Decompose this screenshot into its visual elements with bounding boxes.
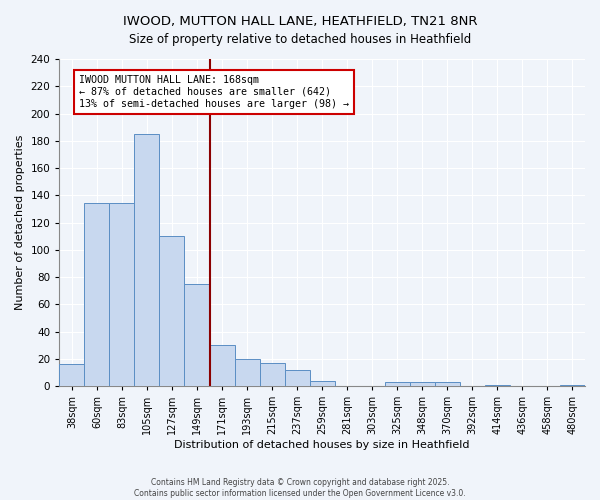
Bar — [435, 382, 460, 386]
Bar — [284, 370, 310, 386]
Bar — [109, 204, 134, 386]
Text: IWOOD MUTTON HALL LANE: 168sqm
← 87% of detached houses are smaller (642)
13% of: IWOOD MUTTON HALL LANE: 168sqm ← 87% of … — [79, 76, 349, 108]
Bar — [310, 380, 335, 386]
Bar — [560, 384, 585, 386]
Bar — [59, 364, 85, 386]
Bar — [485, 384, 510, 386]
Bar — [160, 236, 184, 386]
Bar — [260, 363, 284, 386]
Y-axis label: Number of detached properties: Number of detached properties — [15, 135, 25, 310]
Text: Contains HM Land Registry data © Crown copyright and database right 2025.
Contai: Contains HM Land Registry data © Crown c… — [134, 478, 466, 498]
Bar — [134, 134, 160, 386]
Bar — [184, 284, 209, 386]
Bar — [385, 382, 410, 386]
Bar — [85, 204, 109, 386]
Bar — [235, 359, 260, 386]
Bar — [209, 345, 235, 386]
Text: Size of property relative to detached houses in Heathfield: Size of property relative to detached ho… — [129, 32, 471, 46]
Text: IWOOD, MUTTON HALL LANE, HEATHFIELD, TN21 8NR: IWOOD, MUTTON HALL LANE, HEATHFIELD, TN2… — [123, 15, 477, 28]
Bar — [410, 382, 435, 386]
X-axis label: Distribution of detached houses by size in Heathfield: Distribution of detached houses by size … — [175, 440, 470, 450]
